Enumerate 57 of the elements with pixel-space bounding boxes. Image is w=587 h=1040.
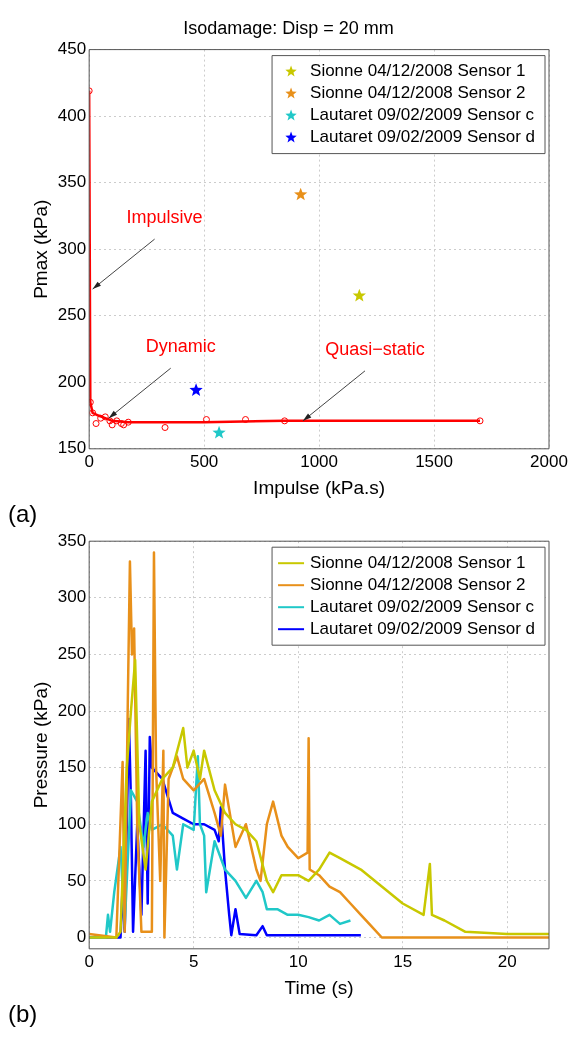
point xyxy=(108,421,116,429)
annotation: Dynamic xyxy=(145,336,216,357)
point xyxy=(106,417,114,425)
legend-label: Lautaret 09/02/2009 Sensor c xyxy=(310,105,535,125)
y-axis-title: Pressure (kPa) xyxy=(29,681,51,809)
x-axis-title: Impulse (kPa.s) xyxy=(253,476,386,498)
point xyxy=(97,414,105,422)
legend-label: Lautaret 09/02/2009 Sensor d xyxy=(310,618,535,638)
x-tick-label: 1000 xyxy=(300,451,338,471)
point xyxy=(212,425,226,439)
point xyxy=(101,413,109,421)
legend-label: Sionne 04/12/2008 Sensor 1 xyxy=(310,552,526,572)
point xyxy=(281,417,289,425)
y-tick-label: 150 xyxy=(57,757,87,777)
y-tick-label: 200 xyxy=(57,371,87,391)
x-axis-title: Time (s) xyxy=(284,976,354,998)
legend-label: Sionne 04/12/2008 Sensor 2 xyxy=(310,83,526,103)
text: (b) xyxy=(8,1000,38,1028)
annotation: Impulsive xyxy=(126,207,203,228)
y-tick-label: 350 xyxy=(57,530,87,550)
point xyxy=(120,421,128,429)
y-tick-label: 450 xyxy=(57,39,87,59)
x-tick-label: 5 xyxy=(188,951,199,971)
point xyxy=(117,420,125,428)
y-tick-label: 250 xyxy=(57,644,87,664)
y-tick-label: 350 xyxy=(57,172,87,192)
y-tick-label: 400 xyxy=(57,105,87,125)
y-tick-label: 200 xyxy=(57,700,87,720)
legend-label: Sionne 04/12/2008 Sensor 2 xyxy=(310,574,526,594)
point xyxy=(189,383,203,396)
point xyxy=(89,409,97,417)
x-tick-label: 1500 xyxy=(415,451,453,471)
point xyxy=(113,417,121,425)
x-tick-label: 20 xyxy=(497,951,517,971)
point xyxy=(92,420,100,428)
y-tick-label: 0 xyxy=(76,927,87,947)
y-tick-label: 300 xyxy=(57,238,87,258)
y-tick-label: 300 xyxy=(57,587,87,607)
legend-label: Lautaret 09/02/2009 Sensor d xyxy=(310,127,535,147)
chart-title: Isodamage: Disp = 20 mm xyxy=(183,17,394,38)
text: (a) xyxy=(8,500,38,528)
x-tick-label: 10 xyxy=(288,951,308,971)
x-tick-label: 15 xyxy=(393,951,413,971)
y-tick-label: 50 xyxy=(67,870,87,890)
y-axis-title: Pmax (kPa) xyxy=(29,199,51,299)
point xyxy=(294,187,308,201)
point xyxy=(161,424,169,432)
y-tick-label: 100 xyxy=(57,813,87,833)
y-tick-label: 250 xyxy=(57,305,87,325)
x-tick-label: 2000 xyxy=(530,451,568,471)
annotation: Quasi−static xyxy=(325,338,425,359)
point xyxy=(476,417,484,425)
legend-label: Sionne 04/12/2008 Sensor 1 xyxy=(310,61,526,81)
point xyxy=(124,418,132,426)
legend-label: Lautaret 09/02/2009 Sensor c xyxy=(310,596,535,616)
x-tick-label: 500 xyxy=(189,451,219,471)
point xyxy=(352,288,366,302)
